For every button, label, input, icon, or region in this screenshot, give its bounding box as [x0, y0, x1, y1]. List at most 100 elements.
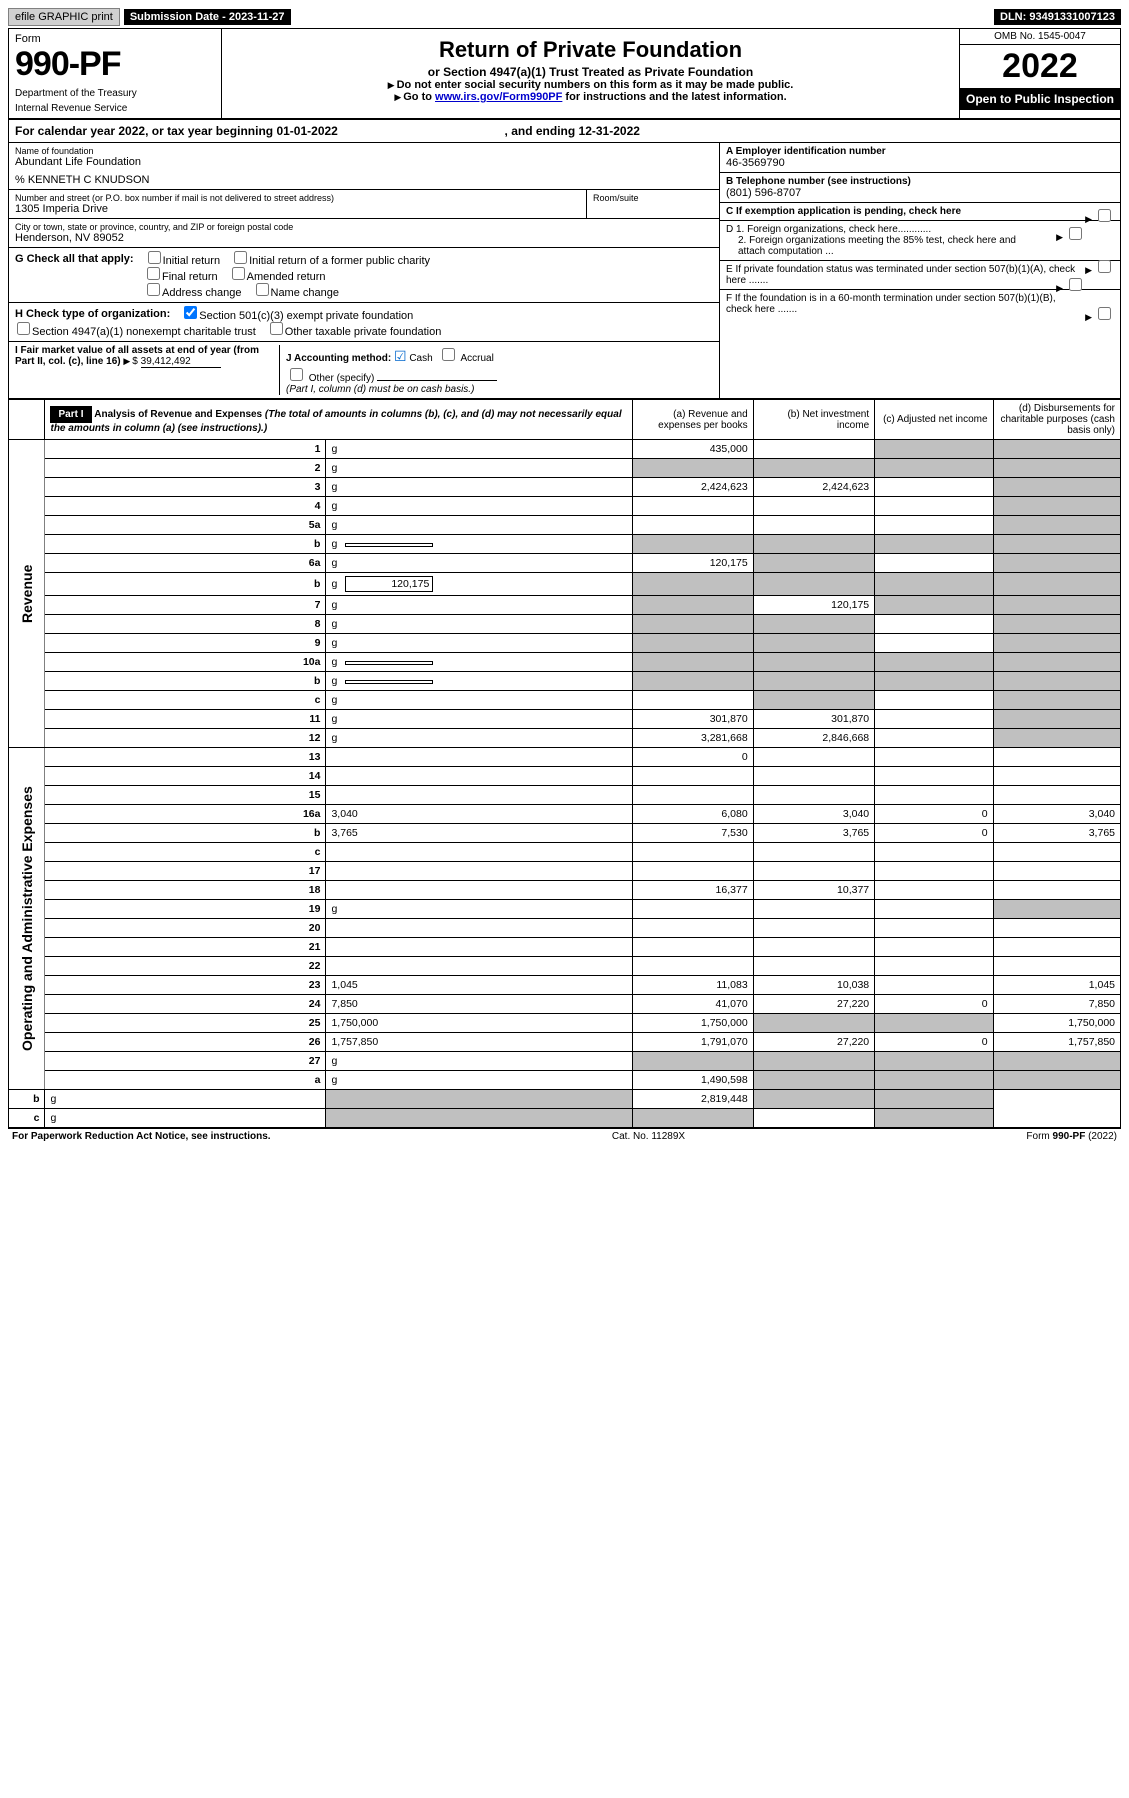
table-row: 6a g 120,175 [9, 554, 1121, 573]
row-num-8: 8 [45, 615, 326, 634]
dept-treasury: Department of the Treasury [15, 88, 215, 99]
row-desc-19: g [326, 900, 632, 919]
table-row: 26 1,757,850 1,791,07027,22001,757,850 [9, 1033, 1121, 1052]
form-footer: Form 990-PF (2022) [1026, 1131, 1117, 1142]
cell-b-7: 120,175 [753, 596, 874, 615]
cell-b-22 [753, 957, 874, 976]
amended-return-checkbox[interactable] [232, 267, 245, 280]
cell-a-25: 1,750,000 [632, 1014, 753, 1033]
other-taxable-checkbox[interactable] [270, 322, 283, 335]
j-label: J Accounting method: [286, 353, 391, 364]
cash-checkbox[interactable]: ☑ [394, 348, 407, 364]
cell-c-26: 0 [875, 1033, 993, 1052]
row-num-25: 25 [45, 1014, 326, 1033]
cell-c-19 [875, 900, 993, 919]
part-i-label: Part I [50, 406, 91, 423]
cell-c-12 [875, 729, 993, 748]
addr-label: Number and street (or P.O. box number if… [15, 193, 580, 203]
foreign-85-checkbox[interactable] [1098, 260, 1111, 273]
f-label: F If the foundation is in a 60-month ter… [726, 293, 1056, 315]
row-num-3: 3 [45, 478, 326, 497]
calendar-year-row: For calendar year 2022, or tax year begi… [8, 120, 1121, 143]
row-desc-8: g [326, 615, 632, 634]
accrual-label: Accrual [460, 353, 493, 364]
accrual-checkbox[interactable] [442, 348, 455, 361]
row-desc-20 [326, 919, 632, 938]
cell-c-14 [875, 767, 993, 786]
form-title: Return of Private Foundation [228, 37, 953, 63]
efile-button[interactable]: efile GRAPHIC print [8, 8, 120, 26]
cell-d-15 [993, 786, 1120, 805]
cell-d-14 [993, 767, 1120, 786]
cell-b-1 [753, 440, 874, 459]
table-row: Revenue 1 g 435,000 [9, 440, 1121, 459]
row-num-9: 9 [45, 634, 326, 653]
row-desc-7: g [326, 596, 632, 615]
exemption-pending-checkbox[interactable] [1098, 209, 1111, 222]
row-num-24: 24 [45, 995, 326, 1014]
ein-label: A Employer identification number [726, 146, 886, 157]
fmv-value: 39,412,492 [141, 356, 221, 368]
501c3-checkbox[interactable] [184, 306, 197, 319]
table-row: 23 1,045 11,08310,0381,045 [9, 976, 1121, 995]
cell-b-b: 2,819,448 [632, 1090, 753, 1109]
foreign-org-checkbox[interactable] [1069, 227, 1082, 240]
row-num-b: b [9, 1090, 45, 1109]
cell-b-16a: 3,040 [753, 805, 874, 824]
row-num-16a: 16a [45, 805, 326, 824]
60-month-checkbox[interactable] [1098, 307, 1111, 320]
other-method-checkbox[interactable] [290, 368, 303, 381]
table-row: b 3,765 7,5303,76503,765 [9, 824, 1121, 843]
row-desc-b: g [45, 1090, 326, 1109]
cell-c-18 [875, 881, 993, 900]
cell-c-20 [875, 919, 993, 938]
table-row: 18 16,37710,377 [9, 881, 1121, 900]
row-desc-15 [326, 786, 632, 805]
cell-c-23 [875, 976, 993, 995]
cell-c-c [875, 843, 993, 862]
cell-c-5a [875, 516, 993, 535]
form990pf-link[interactable]: www.irs.gov/Form990PF [435, 91, 562, 103]
info-grid: Name of foundation Abundant Life Foundat… [8, 143, 1121, 399]
page-footer: For Paperwork Reduction Act Notice, see … [8, 1128, 1121, 1144]
cell-a-5a [632, 516, 753, 535]
address-change-checkbox[interactable] [147, 283, 160, 296]
row-num-b: b [45, 535, 326, 554]
status-terminated-checkbox[interactable] [1069, 278, 1082, 291]
cell-c-b: 0 [875, 824, 993, 843]
cell-c-8 [875, 615, 993, 634]
table-row: 12 g 3,281,6682,846,668 [9, 729, 1121, 748]
row-desc-5a: g [326, 516, 632, 535]
initial-return-checkbox[interactable] [148, 251, 161, 264]
row-desc-2: g [326, 459, 632, 478]
row-desc-16a: 3,040 [326, 805, 632, 824]
irs-label: Internal Revenue Service [15, 103, 215, 114]
cell-c-17 [875, 862, 993, 881]
cell-a-22 [632, 957, 753, 976]
final-return-checkbox[interactable] [147, 267, 160, 280]
cell-b-11: 301,870 [753, 710, 874, 729]
cell-a-15 [632, 786, 753, 805]
row-num-21: 21 [45, 938, 326, 957]
cell-a-3: 2,424,623 [632, 478, 753, 497]
cell-a-14 [632, 767, 753, 786]
cell-a-11: 301,870 [632, 710, 753, 729]
row-num-11: 11 [45, 710, 326, 729]
4947-checkbox[interactable] [17, 322, 30, 335]
table-row: 19 g [9, 900, 1121, 919]
table-row: 4 g [9, 497, 1121, 516]
telephone: (801) 596-8707 [726, 187, 801, 199]
table-row: 11 g 301,870301,870 [9, 710, 1121, 729]
top-bar: efile GRAPHIC print Submission Date - 20… [8, 8, 1121, 26]
row-desc-c: g [45, 1109, 326, 1128]
name-change-checkbox[interactable] [256, 283, 269, 296]
row-desc-10a: g [326, 653, 632, 672]
initial-public-checkbox[interactable] [234, 251, 247, 264]
table-row: 25 1,750,000 1,750,0001,750,000 [9, 1014, 1121, 1033]
cell-a-1: 435,000 [632, 440, 753, 459]
row-num-7: 7 [45, 596, 326, 615]
submission-date: Submission Date - 2023-11-27 [124, 9, 291, 25]
d1-label: D 1. Foreign organizations, check here..… [726, 224, 931, 235]
cell-c-24: 0 [875, 995, 993, 1014]
row-num-13: 13 [45, 748, 326, 767]
